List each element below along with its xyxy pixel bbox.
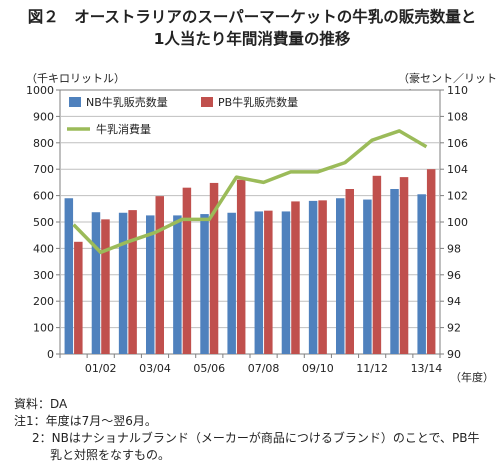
y-left-tick-label: 400 [33, 242, 54, 255]
y-right-tick-label: 102 [447, 190, 468, 203]
pb-bar [399, 177, 409, 354]
pb-bar [291, 201, 300, 354]
note-2b: 乳と対照をなすもの。 [50, 448, 171, 462]
y-left-tick-label: 200 [33, 295, 54, 308]
y-left-tick-label: 900 [33, 110, 54, 123]
pb-bar [236, 179, 246, 354]
x-unit-label: （年度） [450, 370, 494, 384]
nb-bar [363, 199, 372, 354]
nb-bar [118, 212, 128, 354]
x-tick-label: 07/08 [248, 362, 280, 375]
y-left-tick-label: 800 [33, 137, 54, 150]
y-left-tick-label: 0 [47, 348, 54, 361]
x-tick-label: 13/14 [411, 362, 443, 375]
y-right-tick-label: 104 [447, 163, 468, 176]
note-2a: 2：NBはナショナルブランド（メーカーが商品につけるブランド）のことで、PB牛 [32, 431, 480, 445]
y-right-tick-label: 92 [447, 322, 461, 335]
consumption-line [72, 129, 428, 255]
nb-bar [417, 194, 426, 354]
y-left-tick-label: 100 [33, 322, 54, 335]
nb-bar [227, 212, 236, 354]
source-note: 資料：DA [14, 397, 68, 411]
y-right-tick-label: 108 [447, 110, 468, 123]
y-left-tick-label: 300 [33, 269, 54, 282]
legend-swatch-pb [201, 97, 213, 107]
legend-swatch-nb [69, 97, 81, 107]
nb-bar [254, 211, 264, 354]
chart-title-line1: 図２ オーストラリアのスーパーマーケットの牛乳の販売数量と [27, 8, 477, 26]
pb-bar [128, 210, 137, 354]
legend-label-line: 牛乳消費量 [96, 122, 151, 136]
nb-bar [336, 198, 345, 354]
y-right-tick-label: 94 [447, 295, 461, 308]
footnotes: 資料：DA 注1：年度は7月～翌6月。 2：NBはナショナルブランド（メーカーが… [14, 396, 479, 464]
y-right-tick-label: 100 [447, 216, 468, 229]
pb-bar [345, 189, 354, 354]
nb-bar [173, 215, 182, 354]
pb-bar [74, 241, 83, 354]
y-left-tick-label: 700 [33, 163, 54, 176]
y-right-tick-label: 96 [447, 269, 461, 282]
pb-bar [101, 219, 110, 354]
pb-bar [264, 210, 273, 354]
chart-svg: 0 100 200 300 400 500 600 700 800 900 1000 90 92 94 96… [26, 84, 494, 384]
y-left-tick-label: 500 [33, 216, 54, 229]
chart-title: 図２ オーストラリアのスーパーマーケットの牛乳の販売数量と 1人当たり年間消費量… [0, 6, 504, 50]
pb-bar [372, 175, 382, 354]
nb-bar [281, 211, 291, 354]
chart-title-line2: 1人当たり年間消費量の推移 [153, 30, 351, 48]
y-right-tick-label: 98 [447, 242, 461, 255]
pb-bar [209, 182, 219, 354]
nb-bar [390, 189, 399, 354]
y-right-tick-label: 90 [447, 348, 461, 361]
nb-bar [91, 212, 101, 354]
legend-label-nb: NB牛乳販売数量 [86, 95, 168, 109]
y-left-unit-label: （千キロリットル） [26, 72, 125, 85]
x-tick-label: 11/12 [356, 362, 388, 375]
pb-bar [318, 200, 327, 354]
note-1: 注1：年度は7月～翌6月。 [14, 414, 157, 428]
nb-bar [200, 214, 209, 354]
y-left-tick-label: 600 [33, 190, 54, 203]
x-tick-label: 03/04 [139, 362, 171, 375]
legend-label-pb: PB牛乳販売数量 [218, 95, 298, 109]
x-tick-label: 01/02 [85, 362, 117, 375]
pb-bar [182, 187, 192, 354]
x-tick-label: 09/10 [302, 362, 334, 375]
y-right-tick-label: 110 [447, 84, 468, 97]
pb-bar [426, 169, 436, 354]
nb-bar [64, 198, 74, 354]
y-right-tick-label: 106 [447, 137, 468, 150]
x-tick-label: 05/06 [193, 362, 225, 375]
pb-bar [155, 196, 164, 354]
nb-bar [146, 215, 155, 354]
nb-bar [308, 200, 318, 354]
y-left-tick-label: 1000 [26, 84, 54, 97]
